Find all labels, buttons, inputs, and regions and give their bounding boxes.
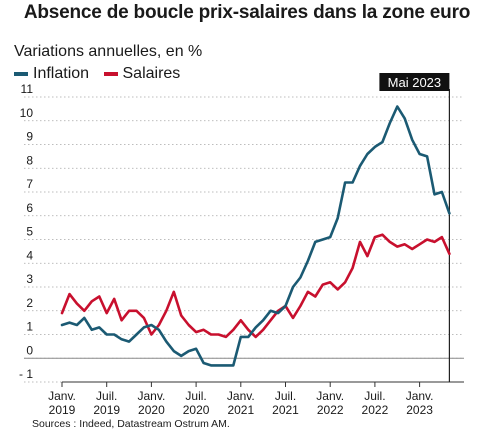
y-tick-label: 6	[26, 201, 33, 215]
x-tick-year-label: 2019	[49, 403, 76, 417]
legend-label-inflation: Inflation	[33, 65, 90, 82]
y-tick-label: 2	[26, 296, 33, 310]
y-tick-label: 11	[21, 82, 34, 96]
legend-swatch-inflation	[14, 72, 28, 76]
series-line-inflation	[60, 105, 451, 367]
x-tick-year-label: 2019	[93, 403, 120, 417]
y-tick-label: 4	[26, 248, 33, 262]
x-tick-year-label: 2020	[138, 403, 165, 417]
x-tick-year-label: 2021	[227, 403, 254, 417]
y-tick-label: 7	[26, 177, 33, 191]
x-tick-year-label: 2023	[406, 403, 433, 417]
x-tick-label: Janv.	[138, 389, 166, 403]
legend-item-inflation: Inflation	[14, 65, 89, 83]
y-axis-label: Variations annuelles, en %	[14, 43, 203, 60]
x-tick-label: Janv.	[227, 389, 255, 403]
y-tick-label: 5	[26, 225, 33, 239]
marker-label: Mai 2023	[388, 75, 441, 90]
x-tick-year-label: 2020	[183, 403, 210, 417]
x-tick-label: Juil.	[364, 389, 385, 403]
y-tick-label: 10	[20, 106, 34, 120]
source-note: Sources : Indeed, Datastream Ostrum AM.	[32, 418, 230, 430]
y-tick-label: 8	[26, 153, 33, 167]
x-tick-label: Juil.	[96, 389, 117, 403]
x-tick-year-label: 2022	[362, 403, 389, 417]
x-tick-year-label: 2021	[272, 403, 299, 417]
y-tick-label: 0	[26, 343, 33, 357]
y-tick-label: 1	[26, 320, 33, 334]
x-tick-label: Janv.	[316, 389, 344, 403]
y-tick-label: 3	[26, 272, 33, 286]
x-tick-label: Janv.	[48, 389, 76, 403]
legend-label-salaires: Salaires	[122, 65, 181, 82]
x-tick-label: Juil.	[185, 389, 206, 403]
chart-title: Absence de boucle prix-salaires dans la …	[23, 2, 471, 23]
legend-swatch-salaires	[103, 72, 118, 76]
y-tick-label: 9	[26, 130, 33, 144]
x-tick-year-label: 2022	[317, 403, 344, 417]
legend: Inflation Salaires	[14, 63, 190, 83]
marker-badge	[379, 73, 450, 91]
series-line-salaires	[60, 233, 451, 339]
x-tick-label: Juil.	[275, 389, 296, 403]
y-tick-label: - 1	[19, 367, 33, 381]
x-tick-label: Janv.	[406, 389, 434, 403]
legend-item-salaires: Salaires	[103, 65, 181, 83]
